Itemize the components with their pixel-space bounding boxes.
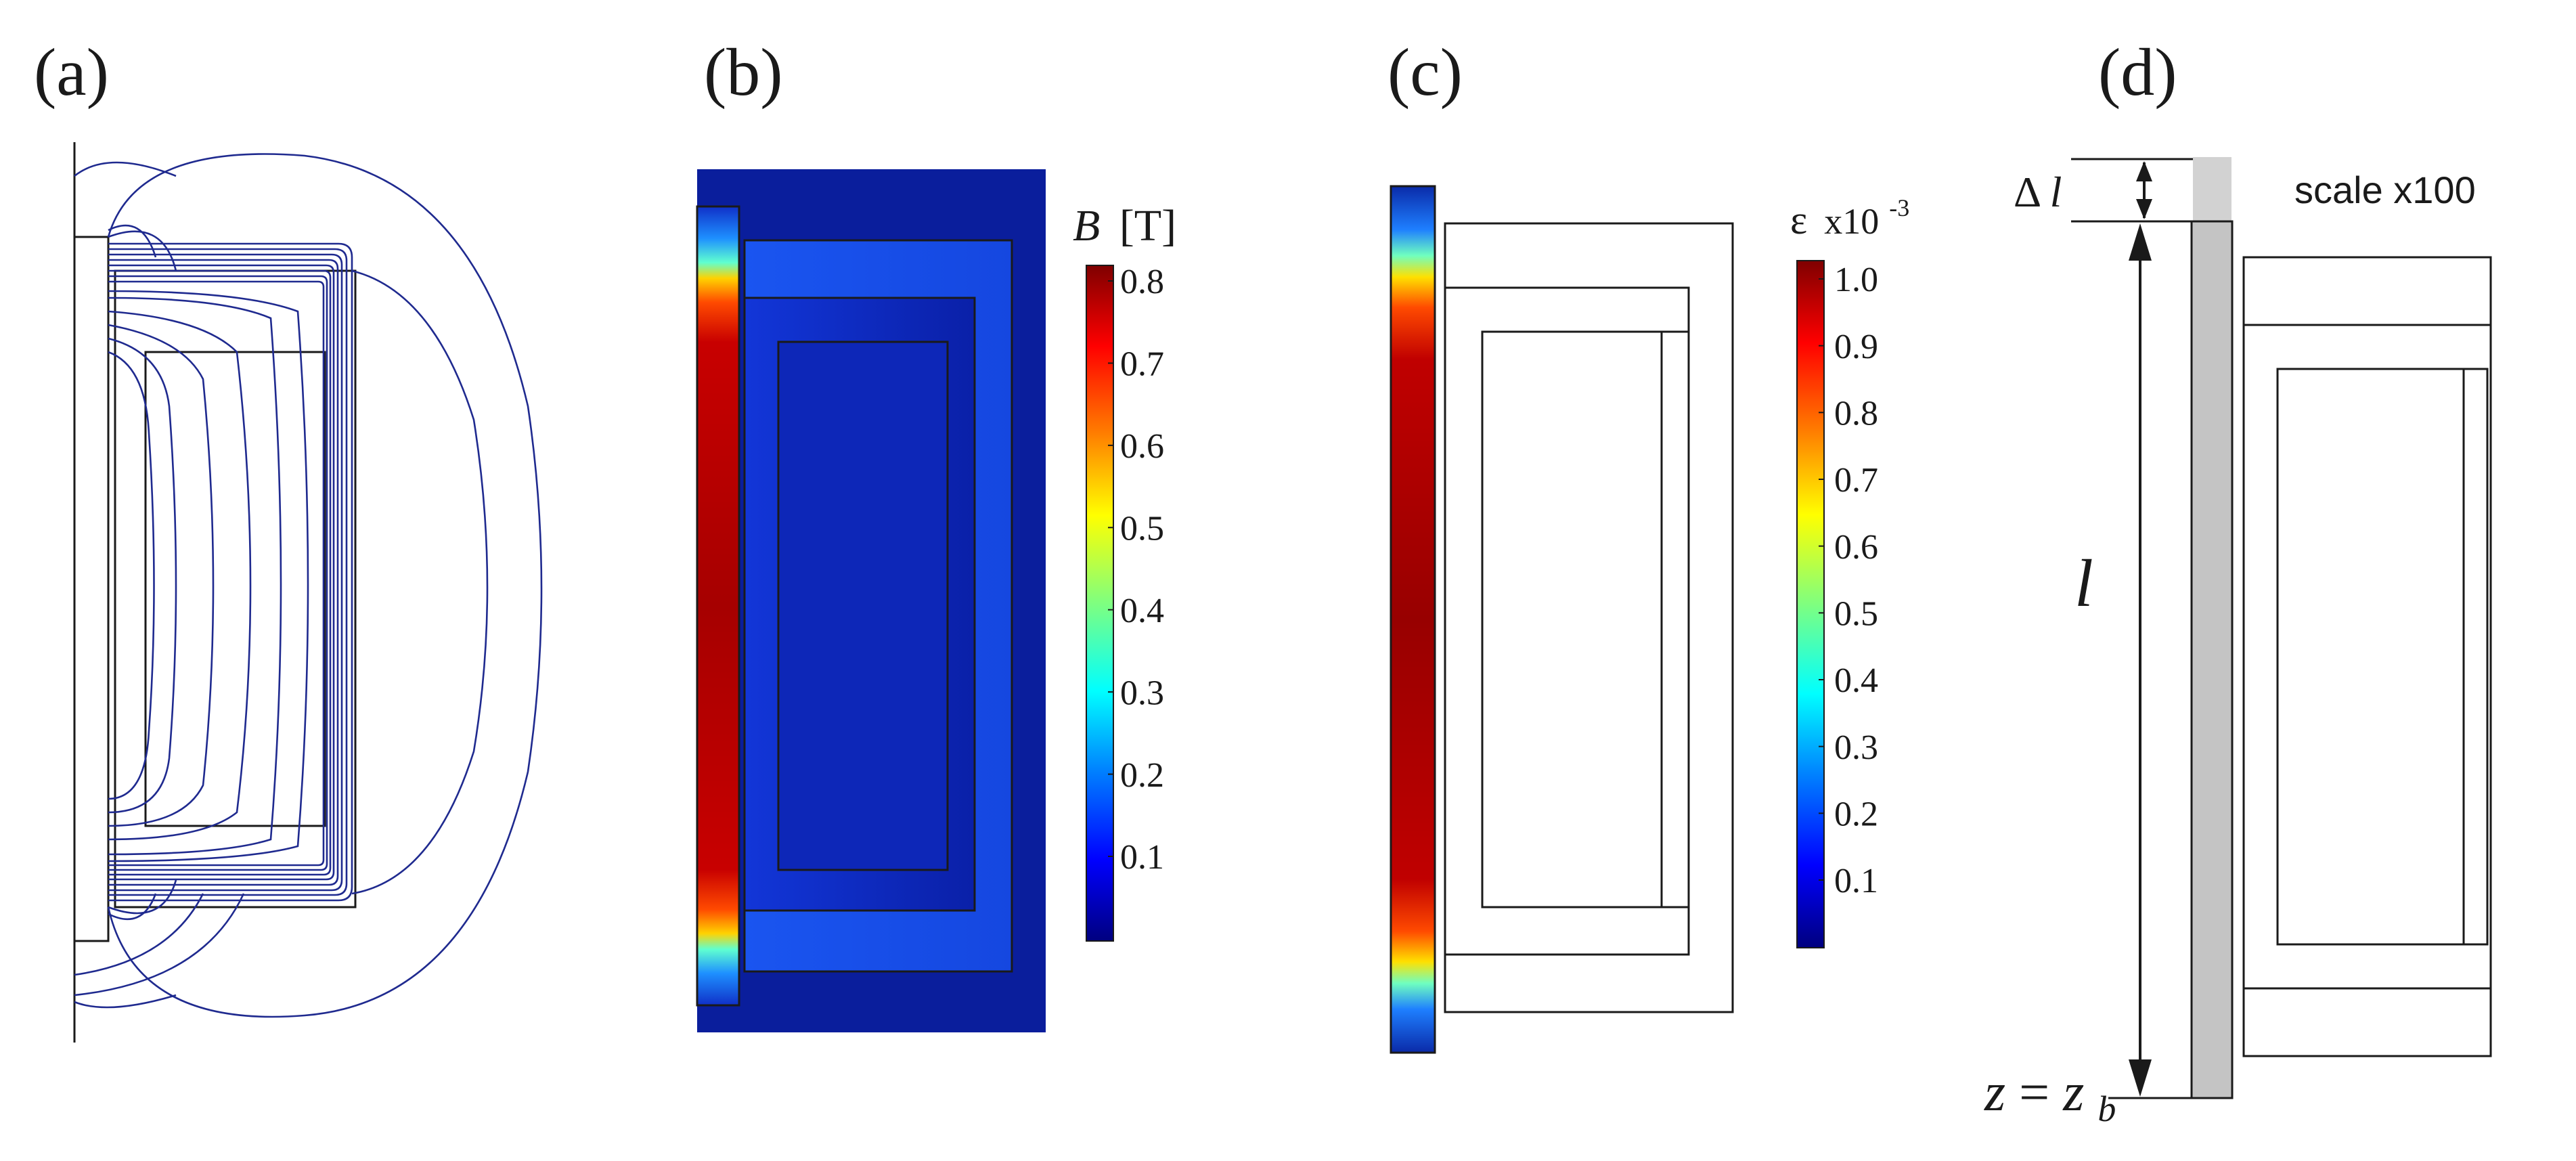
z-symbol: z	[1984, 1063, 2005, 1122]
colorbar-b-tick-label: 0.8	[1120, 263, 1164, 301]
colorbar-c-tick-label: 0.7	[1834, 461, 1878, 500]
panel-c-colorbar: ε x10 -3 1.0 0.9 0.8 0.7 0.6 0.5 0.4 0.3 0.2 0.1	[1790, 194, 1909, 948]
panel-d: (d) scale x100 Δ l l	[1984, 35, 2492, 1129]
colorbar-b-tick-label: 0.5	[1120, 509, 1164, 548]
colorbar-c-exponent: -3	[1889, 194, 1909, 221]
z-equals: =	[2019, 1063, 2049, 1122]
colorbar-c-tick-label: 0.1	[1834, 862, 1878, 900]
scale-note: scale x100	[2294, 169, 2476, 211]
colorbar-b-tick-label: 0.3	[1120, 674, 1164, 712]
panel-a-label: (a)	[34, 35, 109, 110]
colorbar-b-title: B [T]	[1073, 201, 1176, 250]
panel-b-field-map	[696, 169, 1046, 1032]
panel-b-label: (b)	[704, 35, 783, 110]
colorbar-b-tick-label: 0.7	[1120, 345, 1164, 384]
colorbar-b-tick-label: 0.1	[1120, 838, 1164, 877]
panel-b-colorbar: B [T] 0.8 0.7 0.6 0.5 0.4 0.3 0.2 0.1	[1073, 201, 1176, 942]
colorbar-b-symbol: B	[1073, 201, 1100, 250]
colorbar-c-tick-label: 0.2	[1834, 795, 1878, 834]
colorbar-c-title: ε x10 -3	[1790, 194, 1909, 242]
panel-d-geometry	[2071, 157, 2492, 1099]
colorbar-c-tick-label: 0.3	[1834, 728, 1878, 767]
colorbar-c-symbol: ε	[1790, 198, 1807, 242]
delta-l-label: Δ l	[2014, 168, 2062, 216]
zb-symbol: z	[2062, 1063, 2084, 1122]
colorbar-c-multiplier: x10	[1824, 201, 1879, 242]
rod-elongation	[2193, 157, 2231, 221]
colorbar-b-unit: [T]	[1119, 201, 1176, 250]
colorbar-b-tick-label: 0.4	[1120, 592, 1164, 630]
panel-b: (b) B [T] 0.8 0.7 0.6 0.5 0.4 0.3 0.2 0.1	[696, 35, 1176, 1032]
colorbar-b-tick-label: 0.2	[1120, 756, 1164, 795]
delta-l-symbol: l	[2050, 168, 2062, 216]
panel-a-field-lines	[73, 142, 543, 1043]
zb-subscript: b	[2097, 1089, 2116, 1129]
colorbar-c-ticks: 1.0 0.9 0.8 0.7 0.6 0.5 0.4 0.3 0.2 0.1	[1819, 261, 1878, 900]
panel-a: (a)	[34, 35, 543, 1043]
panel-c-strain-map	[1390, 185, 1734, 1054]
colorbar-c-tick-label: 0.8	[1834, 395, 1878, 433]
panel-c: (c) ε x10 -3 1.0 0.9 0.8 0.7 0.6 0.5 0.4 0.3 0.2…	[1387, 35, 1909, 1054]
colorbar-b-tick-label: 0.6	[1120, 427, 1164, 466]
colorbar-c-tick-label: 1.0	[1834, 261, 1878, 299]
colorbar-c-tick-label: 0.6	[1834, 528, 1878, 567]
delta-symbol: Δ	[2014, 168, 2040, 216]
colorbar-b-ticks: 0.8 0.7 0.6 0.5 0.4 0.3 0.2 0.1	[1108, 263, 1164, 877]
panel-c-label: (c)	[1387, 35, 1463, 110]
colorbar-c-tick-label: 0.5	[1834, 595, 1878, 634]
z-base-label: z = z b	[1984, 1063, 2116, 1129]
rod	[2190, 220, 2234, 1099]
length-label: l	[2074, 546, 2093, 621]
colorbar-c-tick-label: 0.9	[1834, 328, 1878, 366]
colorbar-c-tick-label: 0.4	[1834, 661, 1878, 700]
panel-d-label: (d)	[2098, 35, 2177, 110]
